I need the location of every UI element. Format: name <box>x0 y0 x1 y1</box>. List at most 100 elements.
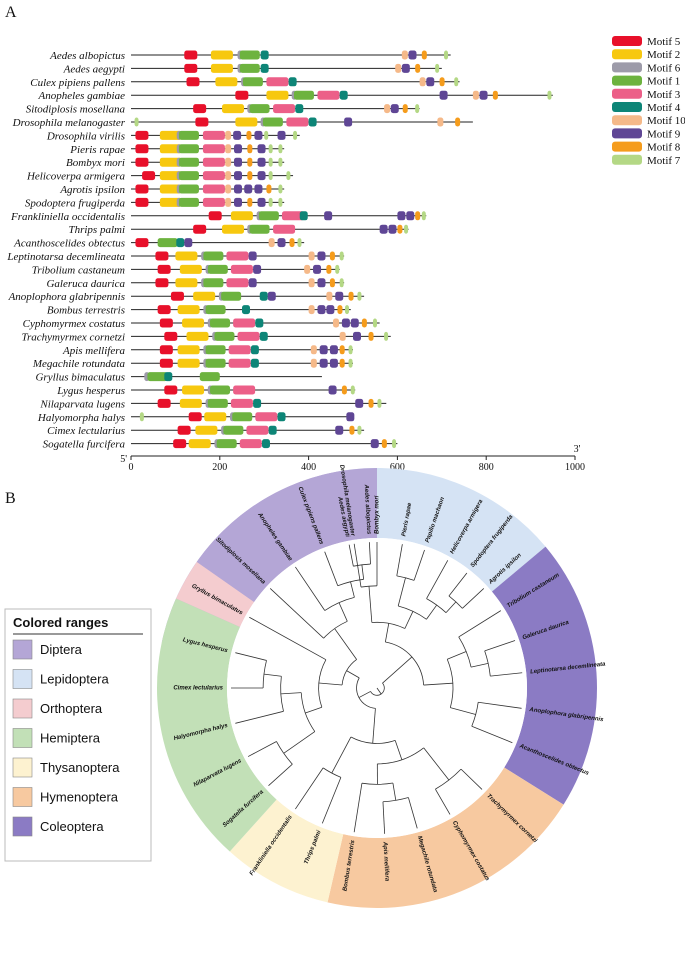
motif-block-m10 <box>308 305 315 315</box>
motif-block-m8 <box>329 251 335 261</box>
motif-block-m1 <box>258 211 279 221</box>
legend-label: Motif 5 <box>647 36 681 48</box>
sequence-row-trachymyrmex-cornetzi: Trachymyrmex cornetzi <box>21 331 391 343</box>
motif-block-m7 <box>297 238 302 248</box>
range-item-coleoptera: Coleoptera <box>12 816 104 837</box>
legend-item-m2: Motif 2 <box>612 49 680 61</box>
motif-block-m4 <box>176 238 185 248</box>
motif-block-m5 <box>135 144 149 154</box>
motif-block-m8 <box>415 211 421 221</box>
motif-block-m4 <box>255 318 264 328</box>
sequence-row-megachile-rotundata: Megachile rotundata <box>32 358 353 370</box>
motif-block-m3 <box>281 211 304 221</box>
motif-block-m1 <box>214 331 235 341</box>
sequence-row-tribolium-castaneum: Tribolium castaneum <box>32 264 340 276</box>
sequence-row-nilaparvata-lugens: Nilaparvata lugens <box>39 398 387 410</box>
motif-block-m1 <box>293 90 314 100</box>
sequence-row-galeruca-daurica: Galeruca daurica <box>46 278 345 290</box>
motif-block-m8 <box>349 425 355 435</box>
motif-block-m1 <box>203 278 224 288</box>
sequence-label: Thrips palmi <box>68 224 125 236</box>
legend-item-m9: Motif 9 <box>612 128 681 140</box>
motif-block-m5 <box>164 331 178 341</box>
tree-branch <box>382 801 386 834</box>
range-item-lepidoptera: Lepidoptera <box>12 669 109 689</box>
motif-block-m1 <box>178 130 199 140</box>
motif-block-m4 <box>260 50 269 60</box>
legend-item-m8: Motif 8 <box>612 141 681 154</box>
tree-leaf-label: Cimex lectularius <box>173 686 223 692</box>
tree-arc <box>318 659 327 708</box>
sequence-label: Trachymyrmex cornetzi <box>21 331 125 343</box>
tree-branch <box>295 566 326 611</box>
tree-leaf-label: Aedes albopictus <box>363 483 372 535</box>
range-swatch <box>12 816 33 837</box>
legend-swatch <box>612 36 642 46</box>
motif-block-m5 <box>142 171 156 181</box>
motif-block-m5 <box>173 439 187 449</box>
sequence-label: Megachile rotundata <box>32 358 126 370</box>
sequence-label: Tribolium castaneum <box>32 264 125 276</box>
motif-block-m9 <box>277 238 286 248</box>
tree-branch <box>445 601 457 613</box>
motif-block-m4 <box>288 77 297 87</box>
sequence-label: Frankliniella occidentalis <box>10 211 125 223</box>
motif-block-m1 <box>249 104 270 114</box>
motif-block-m9 <box>326 305 335 315</box>
motif-block-m9 <box>257 144 266 154</box>
motif-block-m9 <box>408 50 417 60</box>
tree-branch <box>392 782 397 801</box>
tree-branch <box>268 763 293 786</box>
motif-block-m3 <box>233 318 256 328</box>
ranges-legend-title: Colored ranges <box>13 615 108 630</box>
motif-block-m9 <box>317 305 326 315</box>
motif-block-m5 <box>159 318 173 328</box>
motif-block-m7 <box>278 157 283 167</box>
range-item-hemiptera: Hemiptera <box>12 728 101 748</box>
tree-branch <box>404 611 414 629</box>
legend-swatch <box>612 75 642 86</box>
motif-block-m8 <box>492 90 498 100</box>
sequence-label: Spodoptera frugiperda <box>25 197 126 209</box>
motif-block-m2 <box>159 144 182 154</box>
sequence-label: Cyphomyrmex costatus <box>23 318 125 330</box>
sequence-row-halyomorpha-halys: Halyomorpha halys <box>37 412 355 424</box>
motif-block-m9 <box>267 291 276 301</box>
sequence-label: Agrotis ipsilon <box>59 184 125 196</box>
motif-block-m7 <box>339 251 344 261</box>
motif-block-m5 <box>186 77 200 87</box>
motif-block-m5 <box>188 412 202 422</box>
motif-block-m5 <box>155 278 169 288</box>
tree-branch <box>235 652 267 661</box>
panel-a-label: A <box>5 4 17 21</box>
motif-block-m9 <box>244 184 253 194</box>
motif-block-m1 <box>239 50 260 60</box>
motif-block-m2 <box>159 130 182 140</box>
motif-block-m2 <box>177 305 200 315</box>
motif-block-m2 <box>179 398 202 408</box>
tree-branch <box>423 747 450 781</box>
sequence-label: Cimex lectularius <box>47 425 125 437</box>
sector-coleoptera <box>491 546 597 805</box>
motif-block-m2 <box>177 345 200 355</box>
sequence-row-leptinotarsa-decemlineata: Leptinotarsa decemlineata <box>6 251 345 263</box>
motif-block-m2 <box>210 63 233 73</box>
motif-block-m9 <box>253 264 262 274</box>
sequence-label: Drosophila virilis <box>46 130 125 142</box>
sequence-row-frankliniella-occidentalis: Frankliniella occidentalis <box>10 211 427 223</box>
motif-block-m2 <box>175 251 198 261</box>
sequence-label: Nilaparvata lugens <box>39 398 125 410</box>
sequence-row-bombus-terrestris: Bombus terrestris <box>47 305 351 317</box>
sequence-row-sitodiplosis-mosellana: Sitodiplosis mosellana <box>26 104 420 116</box>
motif-block-m7 <box>547 90 552 100</box>
tree-branch <box>382 656 413 684</box>
range-label: Thysanoptera <box>40 760 120 775</box>
motif-block-m9 <box>234 184 243 194</box>
motif-block-m10 <box>225 144 232 154</box>
motif-block-m8 <box>415 63 421 73</box>
motif-block-m8 <box>368 398 374 408</box>
motif-block-m10 <box>268 238 275 248</box>
sequence-label: Anoplophora glabripennis <box>8 291 125 303</box>
motif-block-m5 <box>155 251 169 261</box>
